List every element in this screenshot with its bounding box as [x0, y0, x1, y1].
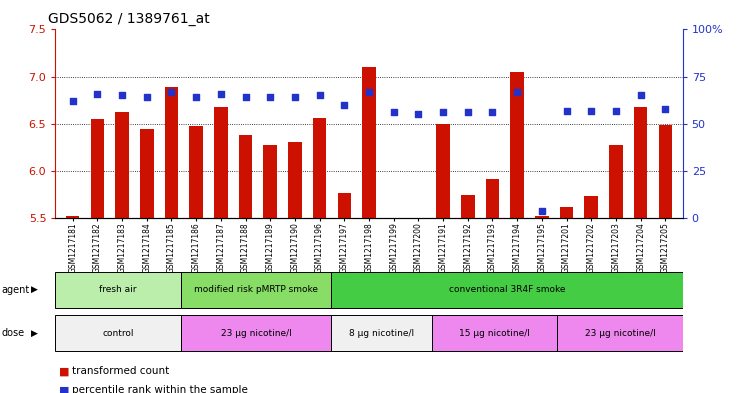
- Text: dose: dose: [1, 328, 24, 338]
- Bar: [190, 126, 203, 218]
- Bar: [461, 195, 475, 218]
- Point: [66, 98, 78, 104]
- Bar: [658, 125, 672, 218]
- Point: [363, 88, 375, 95]
- Bar: [331, 315, 432, 351]
- Text: ■: ■: [59, 366, 69, 376]
- Point: [190, 94, 202, 101]
- Text: transformed count: transformed count: [72, 366, 170, 376]
- Text: 23 μg nicotine/l: 23 μg nicotine/l: [584, 329, 655, 338]
- Bar: [288, 142, 302, 218]
- Bar: [181, 315, 331, 351]
- Text: modified risk pMRTP smoke: modified risk pMRTP smoke: [194, 285, 318, 294]
- Bar: [436, 124, 450, 218]
- Text: control: control: [103, 329, 134, 338]
- Bar: [165, 87, 178, 218]
- Point: [215, 90, 227, 97]
- Point: [462, 109, 474, 116]
- Point: [511, 88, 523, 95]
- Point: [289, 94, 301, 101]
- Bar: [263, 145, 277, 218]
- Bar: [337, 193, 351, 218]
- Bar: [140, 129, 154, 218]
- Text: agent: agent: [1, 285, 30, 295]
- Bar: [511, 72, 524, 218]
- Point: [585, 107, 597, 114]
- Text: percentile rank within the sample: percentile rank within the sample: [72, 385, 248, 393]
- Point: [413, 111, 424, 118]
- Point: [116, 92, 128, 99]
- Point: [635, 92, 646, 99]
- Bar: [55, 315, 181, 351]
- Point: [264, 94, 276, 101]
- Point: [240, 94, 252, 101]
- Point: [437, 109, 449, 116]
- Point: [486, 109, 498, 116]
- Bar: [609, 145, 623, 218]
- Text: conventional 3R4F smoke: conventional 3R4F smoke: [449, 285, 565, 294]
- Point: [314, 92, 325, 99]
- Point: [339, 102, 351, 108]
- Point: [660, 106, 672, 112]
- Text: ■: ■: [59, 385, 69, 393]
- Bar: [214, 107, 227, 218]
- Point: [536, 208, 548, 214]
- Bar: [557, 315, 683, 351]
- Point: [387, 109, 399, 116]
- Bar: [331, 272, 683, 308]
- Bar: [486, 180, 500, 218]
- Point: [561, 107, 573, 114]
- Bar: [387, 218, 401, 224]
- Bar: [66, 216, 80, 218]
- Text: fresh air: fresh air: [100, 285, 137, 294]
- Bar: [535, 216, 548, 218]
- Bar: [584, 196, 598, 218]
- Text: 15 μg nicotine/l: 15 μg nicotine/l: [459, 329, 530, 338]
- Point: [92, 90, 103, 97]
- Point: [610, 107, 622, 114]
- Bar: [181, 272, 331, 308]
- Bar: [238, 135, 252, 218]
- Bar: [432, 315, 557, 351]
- Text: ▶: ▶: [31, 329, 38, 338]
- Bar: [313, 118, 326, 218]
- Bar: [91, 119, 104, 218]
- Point: [165, 88, 177, 95]
- Bar: [634, 107, 647, 218]
- Text: GDS5062 / 1389761_at: GDS5062 / 1389761_at: [48, 12, 210, 26]
- Point: [141, 94, 153, 101]
- Bar: [412, 218, 425, 226]
- Bar: [560, 207, 573, 218]
- Bar: [115, 112, 129, 218]
- Bar: [55, 272, 181, 308]
- Text: ▶: ▶: [31, 285, 38, 294]
- Bar: [362, 67, 376, 218]
- Text: 23 μg nicotine/l: 23 μg nicotine/l: [221, 329, 292, 338]
- Text: 8 μg nicotine/l: 8 μg nicotine/l: [349, 329, 414, 338]
